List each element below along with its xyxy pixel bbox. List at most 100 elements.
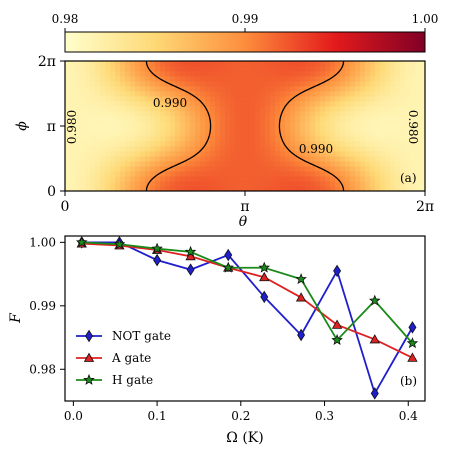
heatmap-cell	[155, 141, 161, 147]
heatmap-cell	[245, 121, 251, 127]
heatmap-cell	[240, 161, 246, 167]
heatmap-cell	[120, 126, 126, 132]
heatmap-cell	[120, 111, 126, 117]
heatmap-cell	[315, 176, 321, 182]
heatmap-cell	[225, 161, 231, 167]
heatmap-cell	[155, 171, 161, 177]
heatmap-cell	[280, 81, 286, 87]
heatmap-cell	[375, 61, 381, 67]
heatmap-cell	[180, 171, 186, 177]
heatmap-cell	[280, 86, 286, 92]
heatmap-cell	[365, 151, 371, 157]
heatmap-cell	[100, 166, 106, 172]
heatmap-cell	[125, 71, 131, 77]
heatmap-cell	[155, 111, 161, 117]
heatmap-cell	[420, 176, 425, 182]
heatmap-cell	[400, 96, 406, 102]
heatmap-cell	[285, 176, 291, 182]
heatmap-cell	[290, 116, 296, 122]
heatmap-cell	[70, 146, 76, 152]
heatmap-cell	[345, 106, 351, 112]
heatmap-cell	[320, 81, 326, 87]
heatmap-cell	[305, 96, 311, 102]
heatmap-cell	[405, 101, 411, 107]
heatmap-cell	[370, 66, 376, 72]
heatmap-cell	[400, 186, 406, 191]
heatmap-cell	[80, 76, 86, 82]
heatmap-cell	[120, 181, 126, 187]
heatmap-cell	[375, 86, 381, 92]
heatmap-cell	[200, 156, 206, 162]
heatmap-cell	[95, 186, 101, 191]
heatmap-cell	[265, 186, 271, 191]
heatmap-cell	[365, 81, 371, 87]
heatmap-cell	[175, 181, 181, 187]
heatmap-cell	[120, 96, 126, 102]
heatmap-cell	[230, 126, 236, 132]
heatmap-cell	[375, 91, 381, 97]
heatmap-cell	[220, 126, 226, 132]
heatmap-cell	[250, 121, 256, 127]
heatmap-cell	[250, 136, 256, 142]
heatmap-cell	[420, 146, 425, 152]
heatmap-cell	[145, 151, 151, 157]
heatmap-cell	[280, 161, 286, 167]
heatmap-cell	[375, 66, 381, 72]
heatmap-cell	[95, 181, 101, 187]
heatmap-cell	[275, 126, 281, 132]
heatmap-cell	[335, 91, 341, 97]
heatmap-cell	[315, 146, 321, 152]
heatmap-cell	[325, 121, 331, 127]
heatmap-cell	[420, 96, 425, 102]
heatmap-cell	[340, 71, 346, 77]
heatmap-cell	[210, 181, 216, 187]
contour-label: 0.980	[65, 110, 79, 144]
heatmap-cell	[70, 86, 76, 92]
heatmap-cell	[385, 136, 391, 142]
heatmap-cell	[405, 81, 411, 87]
heatmap-cell	[85, 166, 91, 172]
heatmap-cell	[295, 186, 301, 191]
heatmap-cell	[295, 136, 301, 142]
heatmap-cell	[380, 136, 386, 142]
heatmap-cell	[180, 166, 186, 172]
heatmap-cell	[195, 146, 201, 152]
heatmap-cell	[70, 121, 76, 127]
heatmap-cell	[75, 176, 81, 182]
heatmap-cell	[235, 101, 241, 107]
heatmap-cell	[310, 71, 316, 77]
heatmap-cell	[175, 91, 181, 97]
heatmap-cell	[370, 156, 376, 162]
heatmap-cell	[375, 166, 381, 172]
heatmap-cell	[65, 186, 71, 191]
heatmap-cell	[100, 71, 106, 77]
heatmap-cell	[275, 161, 281, 167]
heatmap-cell	[85, 96, 91, 102]
heatmap-cell	[395, 86, 401, 92]
heatmap-cell	[190, 106, 196, 112]
heatmap-cell	[105, 171, 111, 177]
heatmap-cell	[255, 76, 261, 82]
heatmap-cell	[160, 181, 166, 187]
heatmap-cell	[380, 81, 386, 87]
heatmap-cell	[155, 76, 161, 82]
heatmap-cell	[65, 161, 71, 167]
heatmap-cell	[185, 61, 191, 67]
heatmap-cell	[75, 136, 81, 142]
heatmap-cell	[155, 166, 161, 172]
heatmap-cell	[235, 186, 241, 191]
heatmap-cell	[150, 111, 156, 117]
heatmap-cell	[255, 66, 261, 72]
heatmap-cell	[215, 111, 221, 117]
heatmap-cell	[125, 81, 131, 87]
heatmap-cell	[125, 156, 131, 162]
heatmap-cell	[125, 136, 131, 142]
heatmap-cell	[300, 171, 306, 177]
heatmap-cell	[255, 81, 261, 87]
heatmap-cell	[140, 161, 146, 167]
heatmap-cell	[220, 121, 226, 127]
heatmap-cell	[65, 131, 71, 137]
heatmap-cell	[420, 186, 425, 191]
heatmap-cell	[125, 91, 131, 97]
